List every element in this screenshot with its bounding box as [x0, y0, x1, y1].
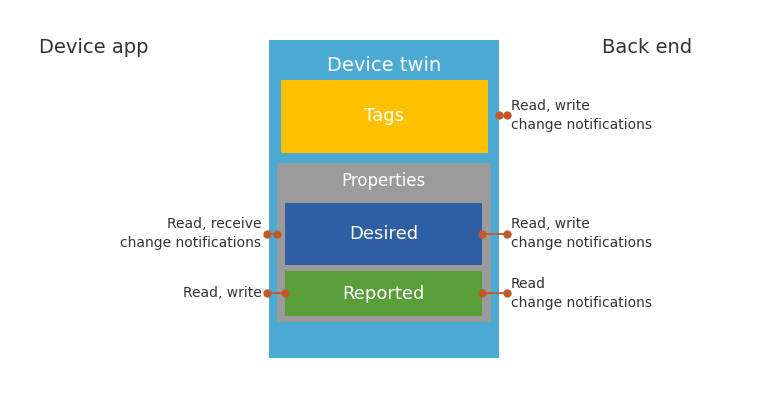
Bar: [269, 40, 499, 358]
Text: Reported: Reported: [342, 285, 425, 302]
Bar: [285, 203, 482, 265]
Bar: [281, 80, 488, 153]
Text: Device app: Device app: [39, 38, 148, 57]
Text: Tags: Tags: [364, 107, 404, 125]
Text: Read, receive
change notifications: Read, receive change notifications: [120, 217, 261, 250]
Text: Back end: Back end: [602, 38, 693, 57]
Text: Read, write: Read, write: [183, 286, 261, 300]
Bar: [277, 163, 491, 322]
Text: Device twin: Device twin: [327, 56, 441, 75]
Text: Desired: Desired: [349, 225, 418, 243]
Text: Read, write
change notifications: Read, write change notifications: [511, 99, 652, 132]
Text: Read
change notifications: Read change notifications: [511, 277, 652, 310]
Text: Properties: Properties: [342, 172, 426, 190]
Text: Read, write
change notifications: Read, write change notifications: [511, 217, 652, 250]
Bar: [285, 271, 482, 316]
